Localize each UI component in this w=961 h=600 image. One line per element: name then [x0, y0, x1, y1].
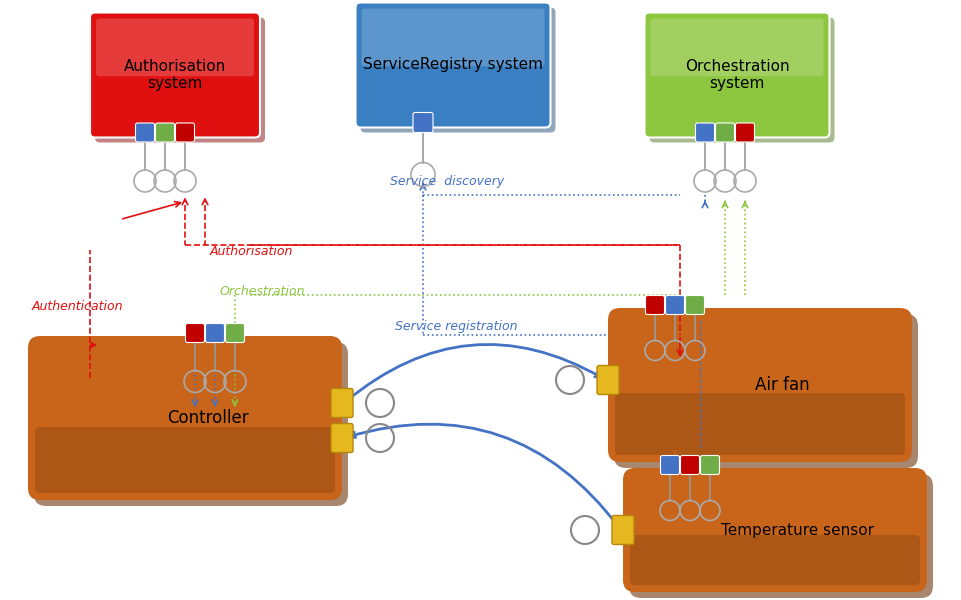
FancyBboxPatch shape	[623, 468, 927, 592]
FancyBboxPatch shape	[136, 123, 155, 142]
Text: Orchestration: Orchestration	[220, 285, 306, 298]
FancyBboxPatch shape	[735, 123, 754, 142]
FancyBboxPatch shape	[185, 323, 205, 343]
Text: Orchestration
system: Orchestration system	[684, 59, 789, 91]
FancyBboxPatch shape	[34, 342, 348, 506]
FancyBboxPatch shape	[645, 13, 829, 137]
FancyBboxPatch shape	[226, 323, 244, 343]
FancyBboxPatch shape	[96, 19, 254, 76]
FancyBboxPatch shape	[413, 113, 433, 133]
FancyBboxPatch shape	[660, 455, 679, 475]
FancyBboxPatch shape	[716, 123, 734, 142]
FancyBboxPatch shape	[646, 295, 664, 314]
FancyBboxPatch shape	[156, 123, 175, 142]
FancyBboxPatch shape	[608, 308, 912, 462]
Text: Service  discovery: Service discovery	[390, 175, 505, 188]
FancyBboxPatch shape	[615, 393, 905, 455]
Text: Authentication: Authentication	[32, 300, 124, 313]
FancyBboxPatch shape	[680, 455, 700, 475]
FancyBboxPatch shape	[650, 17, 834, 142]
FancyBboxPatch shape	[629, 474, 933, 598]
Text: Service registration: Service registration	[395, 320, 518, 333]
FancyBboxPatch shape	[95, 17, 265, 142]
FancyBboxPatch shape	[176, 123, 194, 142]
Text: Temperature sensor: Temperature sensor	[721, 523, 874, 538]
FancyBboxPatch shape	[614, 314, 918, 468]
FancyBboxPatch shape	[612, 515, 634, 545]
FancyBboxPatch shape	[651, 19, 824, 76]
Text: ServiceRegistry system: ServiceRegistry system	[363, 58, 543, 73]
FancyBboxPatch shape	[331, 389, 353, 418]
Text: Authorisation
system: Authorisation system	[124, 59, 226, 91]
FancyBboxPatch shape	[597, 365, 619, 395]
Text: Authorisation: Authorisation	[210, 245, 293, 258]
Text: Air fan: Air fan	[755, 376, 810, 394]
FancyBboxPatch shape	[361, 8, 545, 66]
FancyBboxPatch shape	[666, 295, 684, 314]
FancyBboxPatch shape	[90, 13, 260, 137]
FancyBboxPatch shape	[35, 427, 335, 493]
FancyBboxPatch shape	[331, 424, 353, 452]
FancyBboxPatch shape	[360, 7, 555, 133]
FancyBboxPatch shape	[206, 323, 225, 343]
FancyBboxPatch shape	[696, 123, 714, 142]
FancyBboxPatch shape	[28, 336, 342, 500]
Text: Controller: Controller	[167, 409, 249, 427]
FancyBboxPatch shape	[356, 2, 551, 127]
FancyBboxPatch shape	[685, 295, 704, 314]
FancyBboxPatch shape	[630, 535, 920, 585]
FancyBboxPatch shape	[701, 455, 720, 475]
